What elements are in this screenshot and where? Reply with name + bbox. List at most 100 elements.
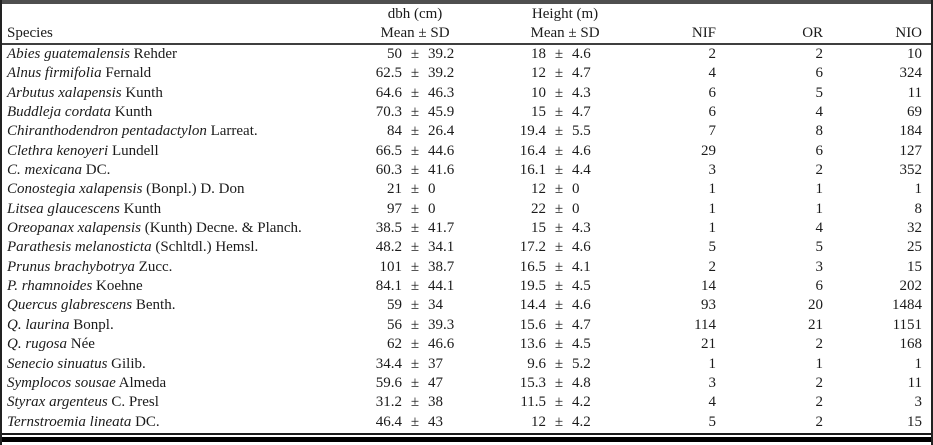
nio-cell: 32 — [907, 220, 923, 237]
species-cell: Alnus firmifolia Fernald — [2, 64, 342, 83]
species-name: Q. rugosa — [7, 336, 68, 353]
species-cell: Quercus glabrescens Benth. — [2, 296, 342, 315]
header-spacer — [2, 4, 342, 24]
dbh-mean-cell: 31.2 — [375, 394, 402, 411]
species-authority: Fernald — [101, 65, 152, 82]
species-authority: Gilib. — [107, 355, 146, 372]
or-cell: 6 — [815, 65, 824, 82]
or-cell: 3 — [815, 258, 824, 275]
bottom-rule-thin — [2, 433, 931, 435]
height-mean-cell: 11.5 — [520, 394, 547, 411]
species-authority: Kunth — [111, 104, 153, 121]
height-sd-cell: 4.2 — [572, 394, 591, 411]
header-spacer — [823, 4, 931, 24]
nif-cell: 21 — [701, 336, 717, 353]
height-sd-cell: 4.7 — [572, 65, 591, 82]
nio-cell: 8 — [914, 200, 923, 217]
column-header-dbh-meansd: Mean ± SD — [342, 24, 471, 45]
nif-cell: 2 — [708, 46, 717, 62]
table-row: Prunus brachybotrya Zucc. 101 ±38.7 16.5 ±4.… — [2, 258, 931, 277]
dbh-sd-cell: 37 — [428, 355, 443, 372]
height-mean-cell: 10 — [531, 84, 547, 101]
or-cell: 1 — [815, 355, 824, 372]
plus-minus-symbol: ± — [410, 104, 420, 121]
header-label-row: Species Mean ± SD Mean ± SD NIF OR NIO — [2, 24, 931, 45]
table-row: Symplocos sousae Almeda 59.6 ±47 15.3 ±4.8 3 2… — [2, 374, 931, 393]
or-cell: 4 — [815, 220, 824, 237]
or-cell: 2 — [815, 394, 824, 411]
nif-cell: 5 — [708, 239, 717, 256]
dbh-mean-cell: 56 — [387, 316, 402, 333]
species-name: Quercus glabrescens — [7, 297, 133, 314]
dbh-mean-cell: 46.4 — [375, 413, 402, 430]
dbh-sd-cell: 41.6 — [428, 162, 455, 179]
height-mean-cell: 9.6 — [527, 355, 547, 372]
plus-minus-symbol: ± — [554, 355, 564, 372]
plus-minus-symbol: ± — [554, 413, 564, 430]
nif-cell: 7 — [708, 123, 717, 140]
height-mean-cell: 13.6 — [519, 336, 547, 353]
species-authority: C. Presl — [107, 394, 159, 411]
species-cell: Prunus brachybotrya Zucc. — [2, 258, 342, 277]
dbh-sd-cell: 0 — [428, 200, 436, 217]
nio-cell: 25 — [907, 239, 923, 256]
plus-minus-symbol: ± — [410, 413, 420, 430]
plus-minus-symbol: ± — [554, 374, 564, 391]
plus-minus-symbol: ± — [554, 278, 564, 295]
plus-minus-symbol: ± — [410, 394, 420, 411]
height-sd-cell: 4.6 — [572, 46, 591, 62]
nio-cell: 1484 — [892, 297, 923, 314]
species-cell: Senecio sinuatus Gilib. — [2, 355, 342, 374]
plus-minus-symbol: ± — [410, 355, 420, 372]
plus-minus-symbol: ± — [554, 142, 564, 159]
species-cell: Q. laurina Bonpl. — [2, 316, 342, 335]
species-name: Prunus brachybotrya — [7, 258, 135, 275]
nif-cell: 2 — [708, 258, 717, 275]
plus-minus-symbol: ± — [410, 374, 420, 391]
nio-cell: 324 — [899, 65, 923, 82]
nif-cell: 3 — [708, 162, 717, 179]
or-cell: 21 — [808, 316, 824, 333]
table-row: Styrax argenteus C. Presl 31.2 ±38 11.5 ±4.2… — [2, 393, 931, 412]
height-sd-cell: 4.8 — [572, 374, 591, 391]
nio-cell: 11 — [907, 374, 923, 391]
dbh-mean-cell: 21 — [387, 181, 402, 198]
height-mean-cell: 15 — [531, 220, 547, 237]
or-cell: 6 — [815, 278, 824, 295]
species-cell: Parathesis melanosticta (Schltdl.) Hemsl… — [2, 238, 342, 257]
nif-cell: 4 — [708, 394, 717, 411]
column-header-height-meansd: Mean ± SD — [470, 24, 615, 45]
plus-minus-symbol: ± — [410, 336, 420, 353]
column-header-height: Height (m) — [531, 6, 599, 22]
plus-minus-symbol: ± — [554, 162, 564, 179]
species-name: C. mexicana — [7, 162, 82, 179]
plus-minus-symbol: ± — [554, 46, 564, 62]
or-cell: 2 — [815, 336, 824, 353]
nif-cell: 1 — [708, 355, 717, 372]
height-mean-cell: 16.4 — [519, 142, 547, 159]
table-row: Alnus firmifolia Fernald 62.5 ±39.2 12 ±4.7 4… — [2, 64, 931, 83]
height-sd-cell: 4.1 — [572, 258, 591, 275]
plus-minus-symbol: ± — [554, 65, 564, 82]
species-name: Abies guatemalensis — [7, 46, 130, 62]
height-mean-cell: 12 — [531, 65, 547, 82]
or-cell: 1 — [815, 200, 824, 217]
plus-minus-symbol: ± — [410, 46, 420, 62]
nio-cell: 352 — [899, 162, 923, 179]
species-name: Buddleja cordata — [7, 104, 112, 121]
height-sd-cell: 5.2 — [572, 355, 591, 372]
height-mean-cell: 22 — [531, 200, 547, 217]
height-sd-cell: 4.3 — [572, 84, 591, 101]
plus-minus-symbol: ± — [410, 200, 420, 217]
species-name: Chiranthodendron pentadactylon — [7, 123, 207, 140]
dbh-sd-cell: 26.4 — [428, 123, 455, 140]
dbh-sd-cell: 44.1 — [428, 278, 455, 295]
height-sd-cell: 4.7 — [572, 104, 591, 121]
plus-minus-symbol: ± — [410, 123, 420, 140]
column-header-nif: NIF — [614, 24, 717, 45]
dbh-sd-cell: 38.7 — [428, 258, 455, 275]
table-row: Abies guatemalensis Rehder 50 ±39.2 18 ±4.6 2… — [2, 44, 931, 64]
species-name: Alnus firmifolia — [7, 65, 102, 82]
species-authority: Zucc. — [134, 258, 173, 275]
height-sd-cell: 4.2 — [572, 413, 591, 430]
